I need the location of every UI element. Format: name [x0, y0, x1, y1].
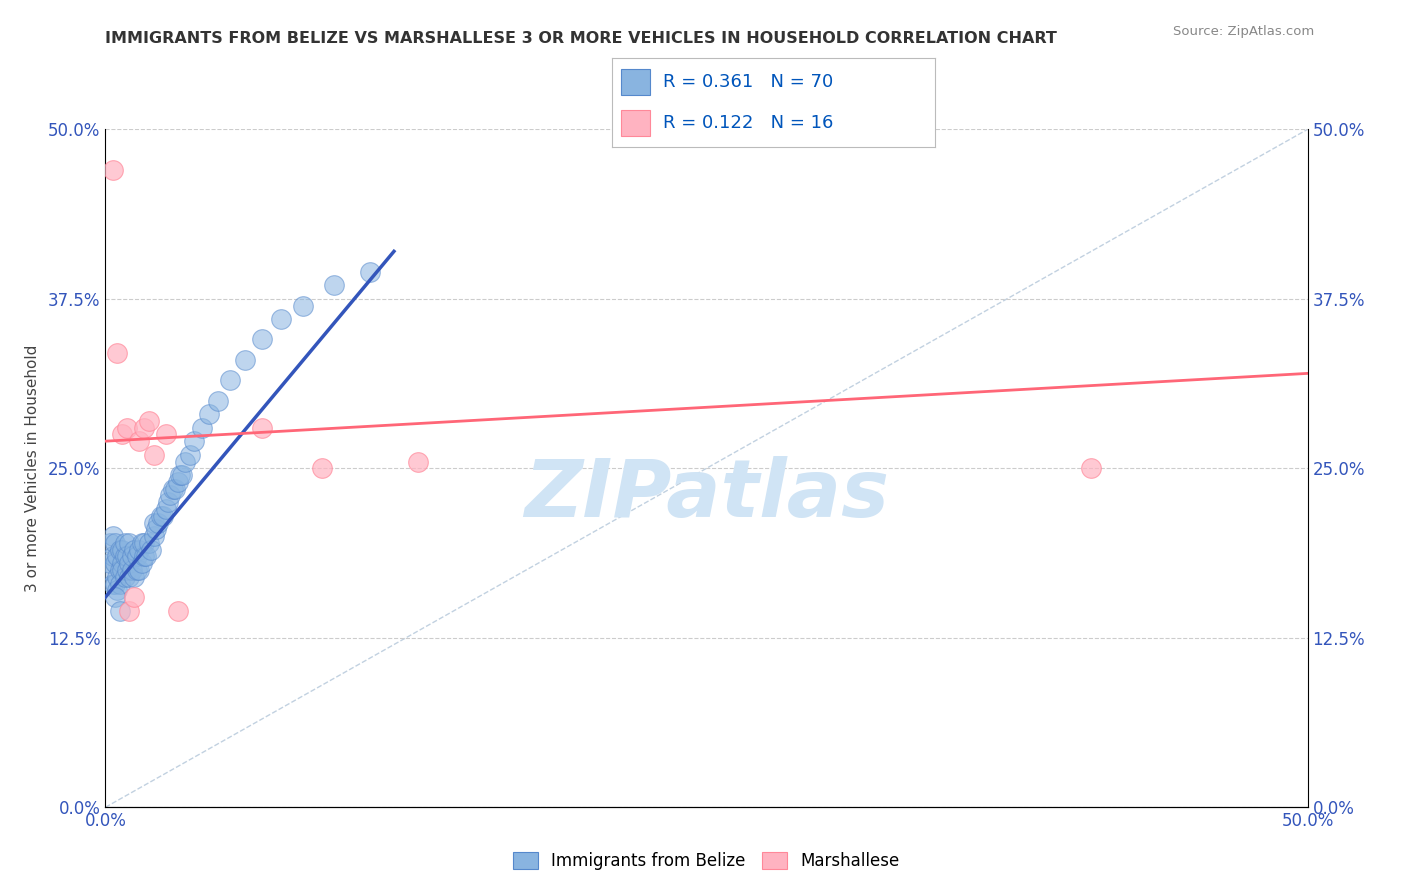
- Point: [173, 454, 195, 468]
- Point: [166, 604, 188, 618]
- Point: [124, 542, 146, 557]
- Point: [108, 542, 131, 557]
- Point: [115, 420, 138, 434]
- Point: [104, 576, 127, 591]
- Point: [114, 549, 136, 564]
- Point: [101, 549, 124, 564]
- Point: [115, 549, 138, 564]
- Point: [155, 427, 177, 442]
- Point: [190, 420, 212, 434]
- Point: [406, 454, 429, 468]
- Point: [111, 542, 134, 557]
- Point: [128, 434, 150, 449]
- Point: [179, 448, 201, 462]
- Point: [152, 508, 174, 523]
- Text: ZIPatlas: ZIPatlas: [524, 457, 889, 534]
- Point: [108, 604, 131, 618]
- Point: [114, 536, 136, 550]
- Y-axis label: 3 or more Vehicles in Household: 3 or more Vehicles in Household: [25, 344, 39, 592]
- Point: [107, 549, 129, 564]
- Point: [111, 556, 134, 570]
- Point: [183, 434, 205, 449]
- Point: [1080, 461, 1102, 475]
- Point: [107, 570, 129, 584]
- Point: [97, 563, 120, 577]
- Point: [111, 427, 134, 442]
- Point: [107, 346, 129, 360]
- Point: [198, 407, 221, 421]
- Point: [131, 536, 153, 550]
- Point: [250, 333, 273, 347]
- Bar: [621, 69, 651, 95]
- Point: [124, 570, 146, 584]
- Point: [118, 536, 141, 550]
- Point: [132, 536, 155, 550]
- Point: [104, 590, 127, 604]
- Point: [142, 516, 165, 530]
- Point: [98, 536, 121, 550]
- Point: [107, 583, 129, 598]
- Point: [172, 468, 194, 483]
- Point: [108, 576, 131, 591]
- Point: [148, 516, 170, 530]
- Point: [139, 542, 162, 557]
- Point: [142, 529, 165, 543]
- Text: R = 0.122   N = 16: R = 0.122 N = 16: [664, 114, 834, 132]
- Point: [142, 448, 165, 462]
- Point: [118, 570, 141, 584]
- Point: [149, 508, 172, 523]
- Point: [128, 542, 150, 557]
- Point: [135, 549, 157, 564]
- Point: [101, 576, 124, 591]
- Point: [118, 556, 141, 570]
- Point: [131, 556, 153, 570]
- Point: [108, 563, 131, 577]
- Point: [101, 163, 124, 178]
- Point: [124, 590, 146, 604]
- Point: [132, 420, 155, 434]
- Point: [250, 420, 273, 434]
- Point: [270, 312, 292, 326]
- Point: [125, 549, 148, 564]
- Text: R = 0.361   N = 70: R = 0.361 N = 70: [664, 73, 834, 91]
- Text: IMMIGRANTS FROM BELIZE VS MARSHALLESE 3 OR MORE VEHICLES IN HOUSEHOLD CORRELATIO: IMMIGRANTS FROM BELIZE VS MARSHALLESE 3 …: [105, 31, 1057, 46]
- Text: Source: ZipAtlas.com: Source: ZipAtlas.com: [1174, 25, 1315, 38]
- Point: [118, 604, 141, 618]
- Point: [104, 536, 127, 550]
- Point: [165, 482, 187, 496]
- Point: [138, 414, 160, 428]
- Point: [233, 352, 256, 367]
- Bar: [621, 110, 651, 136]
- Point: [219, 373, 242, 387]
- Point: [311, 461, 333, 475]
- Point: [98, 556, 121, 570]
- Point: [128, 563, 150, 577]
- Point: [111, 563, 134, 577]
- Point: [115, 563, 138, 577]
- Point: [291, 299, 314, 313]
- Point: [159, 488, 181, 502]
- Point: [145, 522, 167, 536]
- Point: [162, 482, 184, 496]
- Point: [104, 556, 127, 570]
- Point: [101, 529, 124, 543]
- Point: [132, 549, 155, 564]
- Point: [169, 468, 191, 483]
- Point: [156, 495, 179, 509]
- Point: [166, 475, 188, 489]
- Legend: Immigrants from Belize, Marshallese: Immigrants from Belize, Marshallese: [506, 846, 907, 877]
- Point: [114, 570, 136, 584]
- Point: [121, 549, 143, 564]
- Point: [125, 563, 148, 577]
- Point: [121, 563, 143, 577]
- Point: [207, 393, 229, 408]
- Point: [155, 502, 177, 516]
- Point: [359, 265, 381, 279]
- Point: [138, 536, 160, 550]
- Point: [322, 278, 344, 293]
